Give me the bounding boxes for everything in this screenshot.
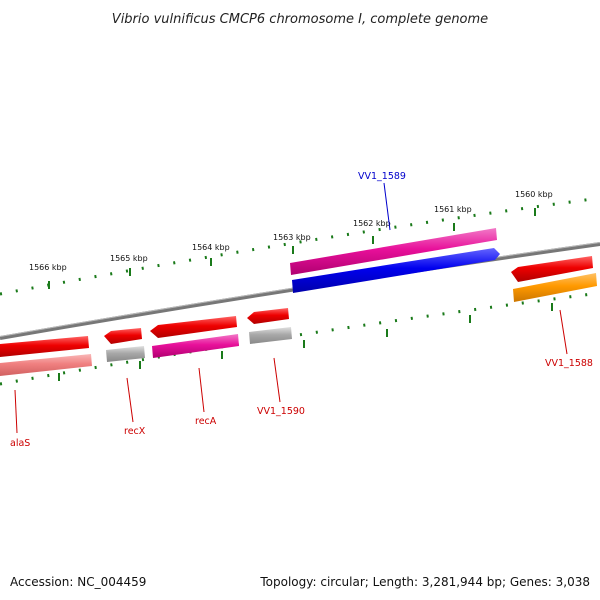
gene-label-alaS[interactable]: alaS — [10, 438, 30, 449]
leader-line-VV1_1588 — [559, 309, 568, 355]
leader-line-VV1_1589 — [383, 182, 391, 231]
gene-alaS-feature[interactable] — [0, 354, 92, 376]
gene-recA-cds[interactable] — [150, 316, 237, 338]
inner-tick-ring — [0, 291, 600, 386]
gene-label-VV1_1588[interactable]: VV1_1588 — [545, 358, 593, 369]
leader-line-recA — [198, 367, 205, 413]
gene-label-recA[interactable]: recA — [195, 416, 217, 427]
accession-text: Accession: NC_004459 — [10, 575, 146, 589]
tick-label: 1561 kbp — [434, 205, 472, 214]
leader-line-VV1_1590 — [273, 357, 281, 403]
gene-VV1_1590-feature[interactable] — [249, 327, 292, 344]
gene-recX-feature[interactable] — [106, 346, 145, 362]
gene-VV1_1588-feature[interactable] — [513, 273, 597, 302]
leader-line-recX — [126, 377, 134, 423]
gene-recX-cds[interactable] — [104, 328, 142, 344]
gene-label-recX[interactable]: recX — [124, 426, 146, 437]
tick-label: 1563 kbp — [273, 233, 311, 242]
map-title: Vibrio vulnificus CMCP6 chromosome I, co… — [112, 12, 488, 27]
gene-VV1_1590-cds[interactable] — [247, 308, 289, 324]
tick-label: 1565 kbp — [110, 254, 148, 263]
major-ticks — [48, 208, 536, 289]
outer-tick-ring — [0, 196, 600, 296]
tick-label: 1564 kbp — [192, 243, 230, 252]
gene-VV1_1589-cds[interactable] — [292, 248, 500, 293]
tick-label: 1562 kbp — [353, 219, 391, 228]
gene-label-VV1_1590[interactable]: VV1_1590 — [257, 406, 305, 417]
tick-label: 1566 kbp — [29, 263, 67, 272]
gene-recA-feature[interactable] — [152, 334, 239, 358]
gene-VV1_1589-feature[interactable] — [290, 228, 497, 275]
tick-label: 1560 kbp — [515, 190, 553, 199]
gene-label-VV1_1589[interactable]: VV1_1589 — [358, 171, 406, 182]
gene-alaS-cds[interactable] — [0, 336, 89, 357]
summary-text: Topology: circular; Length: 3,281,944 bp… — [259, 575, 590, 589]
gene-VV1_1588-cds[interactable] — [511, 256, 593, 282]
leader-line-alaS — [14, 389, 18, 434]
inner-major-ticks — [58, 303, 553, 381]
